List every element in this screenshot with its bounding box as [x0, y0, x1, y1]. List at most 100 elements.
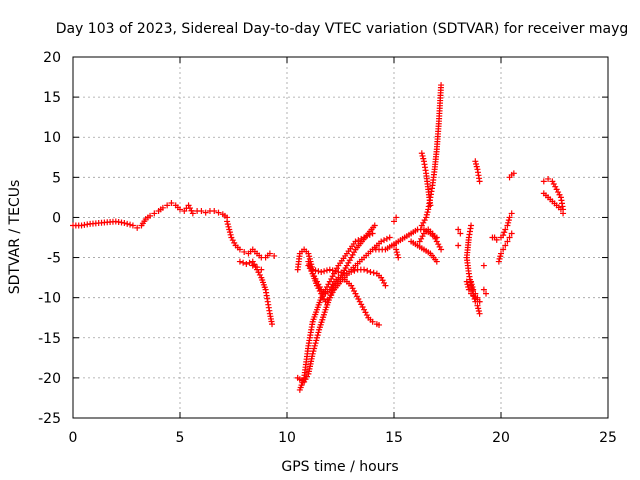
data-points: [70, 82, 567, 393]
data-point: [202, 209, 209, 216]
data-point: [394, 251, 401, 258]
y-tick-label: 20: [43, 50, 61, 66]
data-point: [480, 286, 487, 293]
data-point: [124, 220, 131, 227]
data-point: [468, 278, 475, 285]
data-point: [418, 150, 425, 157]
data-point: [475, 305, 482, 312]
data-point: [269, 321, 276, 328]
data-point: [473, 160, 480, 167]
y-tick-label: -10: [38, 291, 61, 307]
data-point: [455, 226, 462, 233]
data-point: [313, 334, 320, 341]
data-point: [476, 178, 483, 185]
data-point: [438, 82, 445, 89]
data-point: [177, 206, 183, 213]
series-arc-19: [468, 278, 483, 305]
data-point: [227, 231, 234, 238]
data-point: [383, 235, 390, 242]
series-arc-30: [540, 190, 567, 217]
data-point: [159, 204, 166, 211]
data-point: [121, 220, 128, 227]
data-point: [508, 230, 515, 237]
data-point: [391, 218, 397, 225]
y-tick-label: -25: [38, 411, 61, 427]
x-tick-label: 20: [492, 430, 510, 446]
data-point: [455, 242, 462, 249]
data-point: [369, 318, 376, 325]
data-point: [395, 254, 402, 261]
data-point: [236, 258, 243, 265]
data-point: [352, 238, 359, 245]
axis-ticks: 0 5 10 15 20 25 -25 -20 -15 -10 -5 0 5 10 15 20: [38, 50, 617, 446]
data-point: [225, 223, 232, 230]
y-tick-label: -20: [38, 371, 61, 387]
data-point: [314, 332, 321, 339]
data-point: [510, 170, 517, 177]
data-point: [502, 242, 509, 249]
data-point: [226, 226, 233, 233]
data-point: [376, 321, 383, 328]
grid-lines: [73, 57, 608, 418]
data-point: [476, 310, 483, 317]
data-point: [470, 286, 477, 293]
data-point: [326, 266, 333, 273]
data-point: [226, 229, 233, 236]
data-point: [497, 253, 504, 260]
data-point: [315, 329, 322, 336]
series-arc-11: [391, 242, 402, 261]
data-point: [258, 266, 265, 273]
data-point: [438, 246, 445, 253]
y-tick-label: 15: [43, 90, 61, 106]
y-tick-label: -15: [38, 331, 61, 347]
data-point: [474, 294, 481, 301]
data-point: [474, 302, 481, 309]
data-point: [249, 262, 256, 269]
series-arc-2: [236, 258, 276, 328]
plot-area-border: [72, 56, 609, 419]
data-point: [240, 259, 247, 266]
series-arc-8: [305, 258, 350, 305]
y-tick-label: 0: [52, 210, 61, 226]
data-point: [343, 272, 350, 279]
series-arc-12: [391, 214, 400, 225]
data-point: [498, 250, 504, 257]
series-arc-26: [495, 230, 515, 265]
data-point: [215, 209, 222, 216]
data-point: [147, 212, 154, 219]
data-point: [351, 267, 358, 274]
y-tick-label: -5: [47, 251, 61, 267]
series-arc-23: [480, 262, 487, 269]
data-point: [371, 222, 378, 229]
data-point: [323, 267, 330, 274]
data-point: [309, 350, 316, 357]
data-point: [475, 308, 482, 315]
data-point: [311, 345, 318, 352]
data-point: [129, 222, 136, 229]
data-point: [433, 258, 440, 265]
data-point: [468, 222, 475, 229]
data-point: [493, 236, 500, 243]
data-point: [496, 255, 503, 262]
data-point: [241, 248, 248, 255]
y-tick-label: 10: [43, 130, 61, 146]
data-point: [189, 210, 196, 217]
series-early: [70, 200, 231, 231]
data-point: [473, 163, 480, 170]
data-point: [318, 268, 325, 275]
data-point: [393, 214, 400, 221]
data-point: [224, 221, 231, 228]
data-point: [348, 268, 355, 275]
data-point: [495, 258, 502, 265]
data-point: [471, 296, 478, 303]
data-point: [506, 234, 513, 241]
data-point: [315, 268, 322, 275]
data-point: [168, 200, 175, 207]
data-point: [472, 158, 479, 165]
data-point: [502, 226, 509, 233]
x-tick-label: 0: [69, 430, 78, 446]
data-point: [243, 260, 250, 267]
chart-title: Day 103 of 2023, Sidereal Day-to-day VTE…: [56, 21, 629, 37]
data-point: [424, 209, 431, 216]
